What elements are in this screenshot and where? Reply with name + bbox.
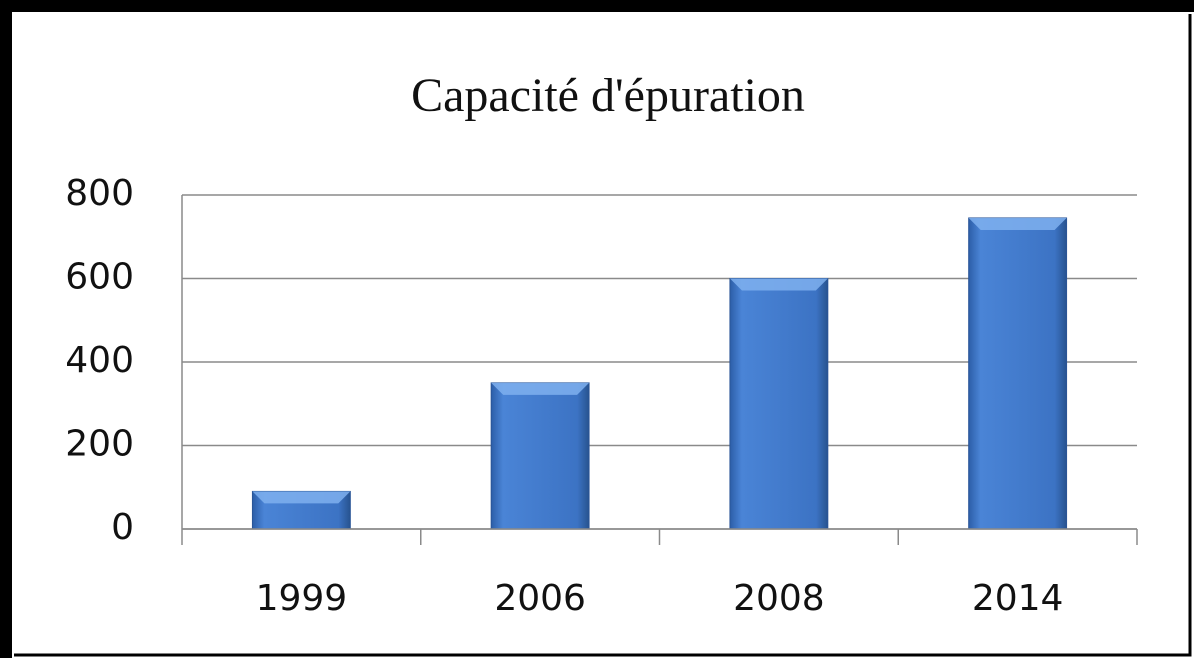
bar-bevel [252,491,351,504]
x-tick-label: 1999 [256,578,348,619]
y-tick-label: 0 [111,507,134,548]
bar [490,382,590,530]
bar [968,217,1068,530]
bar-bevel [968,217,1067,230]
bar [729,278,829,530]
y-tick-label: 600 [65,257,134,298]
x-tick-label: 2008 [733,578,825,619]
y-tick-label: 800 [65,173,134,214]
x-tick-label: 2006 [494,578,586,619]
frame [14,14,1192,657]
x-tick-label: 2014 [972,578,1064,619]
y-tick-label: 200 [65,424,134,465]
y-tick-label: 400 [65,340,134,381]
bar-bevel [491,382,590,395]
bar-bevel [729,278,828,291]
chart-title: Capacité d'épuration [411,69,805,122]
